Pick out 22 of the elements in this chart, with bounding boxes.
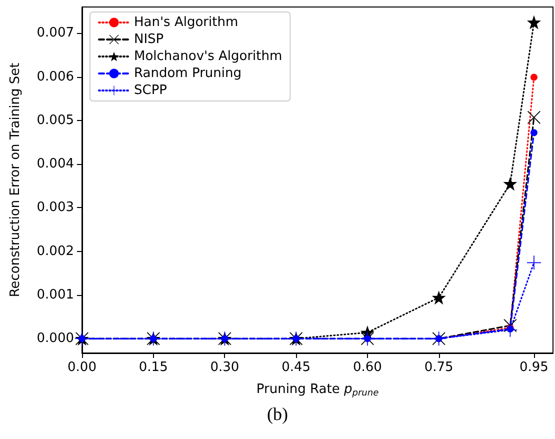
legend-label: Han's Algorithm (134, 15, 238, 30)
legend-label: SCPP (134, 83, 168, 98)
y-tick-label: 0.000 (36, 331, 74, 346)
y-tick-label: 0.003 (36, 200, 74, 216)
legend-label: Molchanov's Algorithm (134, 49, 282, 64)
y-tick-label: 0.007 (36, 26, 74, 41)
y-tick-label: 0.006 (36, 69, 74, 84)
text: (b) (267, 404, 288, 424)
x-tick-label: 0.45 (282, 360, 311, 375)
x-tick-label: 0.30 (210, 360, 240, 375)
x-tick-label: 0.00 (68, 360, 96, 375)
legend-label: Random Pruning (134, 66, 242, 81)
legend-label: NISP (134, 32, 164, 47)
x-tick-label: 0.75 (424, 360, 454, 375)
y-axis-title: Reconstruction Error on Training Set (8, 62, 23, 298)
x-tick-label: 0.60 (352, 360, 382, 375)
y-tick-label: 0.001 (36, 287, 74, 302)
y-tick-label: 0.004 (36, 156, 74, 172)
y-tick-label: 0.002 (36, 244, 74, 259)
x-tick-label: 0.15 (138, 360, 168, 375)
y-tick-label: 0.005 (36, 112, 74, 128)
x-tick-label: 0.95 (519, 360, 548, 375)
